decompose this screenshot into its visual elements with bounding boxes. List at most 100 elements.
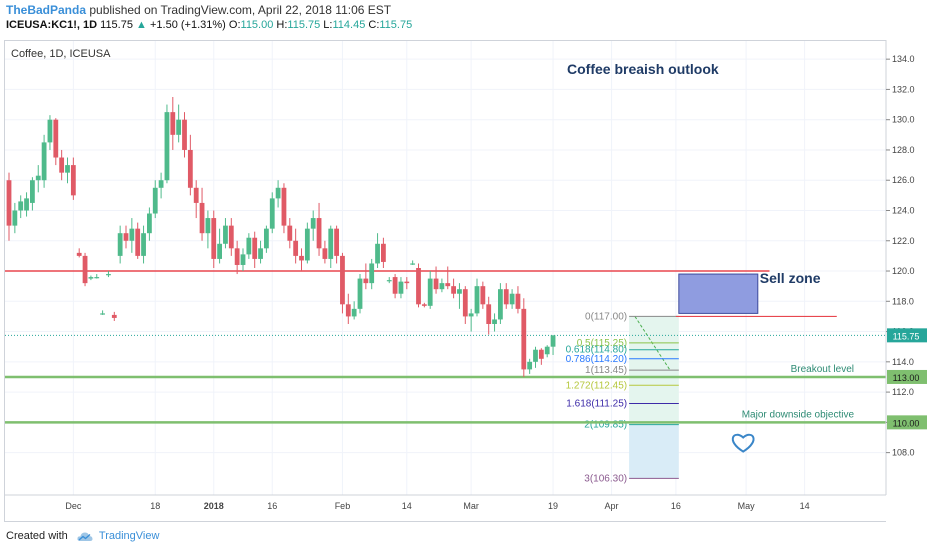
last-price-badge-label: 115.75: [893, 331, 920, 341]
candle-body: [94, 277, 100, 279]
y-tick-label: 132.0: [892, 84, 915, 94]
x-tick-label: 14: [800, 501, 810, 511]
level-annotation: Breakout level: [791, 364, 854, 375]
open-label: O:: [228, 19, 241, 31]
created-with-text: Created with: [6, 530, 68, 542]
candle-body: [334, 228, 339, 256]
candle-body: [439, 283, 445, 290]
candle-body: [228, 225, 234, 249]
candle-body: [310, 218, 316, 229]
x-tick-label: Feb: [335, 501, 351, 511]
candle-body: [492, 319, 497, 324]
fib-level-label: 0.786(114.20): [566, 354, 628, 365]
candle-body: [217, 243, 222, 259]
candle-body: [252, 237, 258, 259]
fib-level-label: 2(109.85): [584, 420, 627, 431]
fib-level-label: 0.5(115.25): [577, 338, 627, 349]
x-tick-label: May: [738, 501, 756, 511]
candle-body: [76, 252, 82, 256]
candle-body: [381, 243, 386, 262]
candle-body: [410, 263, 416, 265]
candle-body: [498, 289, 503, 320]
y-tick-label: 124.0: [892, 205, 915, 215]
candle-body: [527, 361, 533, 370]
fib-zone-lower: [629, 424, 679, 479]
close-label: C:: [368, 19, 380, 31]
candle-body: [451, 286, 456, 294]
candle-body: [269, 198, 275, 229]
candle-body: [182, 119, 187, 150]
candle-body: [152, 187, 158, 214]
candle-body: [293, 240, 299, 256]
candle-body: [299, 255, 304, 261]
high-label: H:: [276, 19, 288, 31]
candle-body: [345, 304, 351, 317]
candle-body: [223, 225, 228, 244]
candle-body: [88, 277, 94, 279]
candle-body: [12, 210, 18, 226]
x-tick-label: 2018: [204, 501, 224, 511]
candle-body: [322, 248, 328, 259]
candle-body: [6, 180, 12, 226]
close-value: 115.75: [379, 19, 413, 31]
y-tick-label: 122.0: [892, 236, 915, 246]
y-tick-label: 120.0: [892, 266, 915, 276]
candle-body: [503, 289, 509, 305]
x-tick-label: 16: [671, 501, 681, 511]
candle-body: [538, 349, 544, 359]
candle-body: [433, 278, 439, 290]
price-chart[interactable]: Dec18201816Feb14Mar19Apr16May14Ju0(117.0…: [4, 40, 928, 522]
y-tick-label: 114.0: [892, 357, 914, 367]
candle-body: [170, 112, 176, 135]
candle-body: [193, 187, 199, 203]
candle-body: [111, 314, 117, 318]
candle-body: [65, 165, 70, 173]
candle-body: [533, 349, 538, 362]
candle-body: [316, 218, 322, 249]
candle-body: [135, 228, 141, 256]
tradingview-link[interactable]: TradingView: [98, 530, 160, 542]
sell-zone-label: Sell zone: [760, 270, 821, 286]
candle-body: [474, 286, 480, 314]
candle-body: [18, 201, 24, 211]
candle-body: [521, 308, 527, 370]
candle-body: [281, 187, 287, 226]
candle-body: [462, 289, 468, 317]
candle-body: [187, 149, 193, 188]
fib-level-label: 3(106.30): [584, 473, 627, 484]
sell-zone-box: [678, 273, 759, 314]
last-price-badge: [887, 328, 927, 343]
candle-body: [375, 243, 380, 264]
low-value: 114.45: [332, 19, 366, 31]
candle-body: [35, 175, 41, 181]
footer: Created with TradingView: [0, 522, 932, 550]
level-badge-label: 110.00: [893, 418, 920, 428]
candle-body: [386, 280, 392, 282]
candle-body: [264, 228, 269, 249]
candle-body: [304, 228, 310, 261]
candle-body: [486, 304, 492, 324]
candle-body: [275, 187, 281, 199]
candle-body: [147, 213, 152, 234]
fib-level-label: 1.272(112.45): [566, 380, 628, 391]
high-value: 115.75: [287, 19, 321, 31]
candle-body: [53, 119, 59, 158]
candle-body: [246, 237, 252, 255]
candle-body: [41, 142, 47, 181]
candle-body: [544, 346, 550, 355]
candle-body: [59, 157, 65, 173]
author-link[interactable]: TheBadPanda: [6, 3, 87, 17]
candle-body: [234, 248, 240, 265]
candle-body: [240, 254, 246, 265]
quote-line: ICEUSA:KC1!, 1D 115.75 ▲ +1.50 (+1.31%) …: [6, 19, 412, 31]
candle-body: [427, 278, 433, 306]
x-tick-label: 14: [402, 501, 412, 511]
candle-body: [158, 180, 164, 188]
candle-body: [445, 283, 451, 287]
tradingview-cloud-icon[interactable]: [77, 531, 93, 542]
candle-body: [480, 286, 486, 305]
candle-body: [141, 233, 146, 256]
x-tick-label: Mar: [463, 501, 479, 511]
candle-body: [351, 308, 357, 317]
candle-body: [176, 119, 182, 135]
